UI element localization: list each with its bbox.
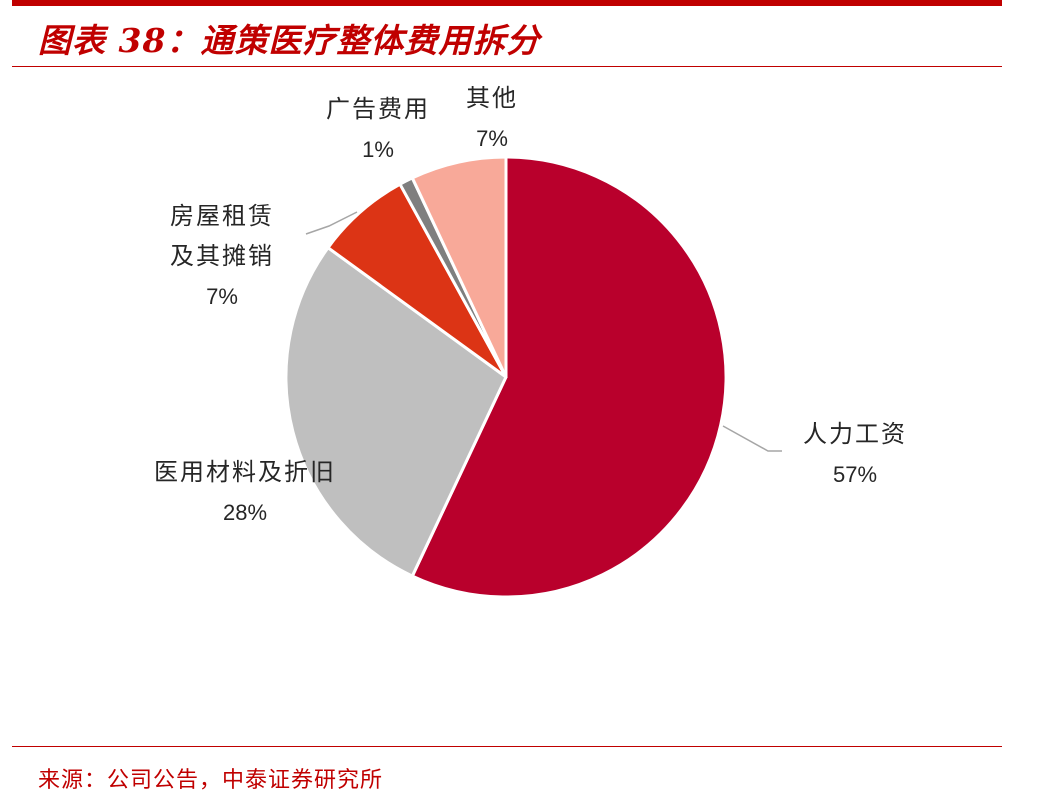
top-accent-bar (12, 0, 1002, 6)
slice-value-label-1: 28% (223, 500, 267, 525)
slice-label-4-line-0: 其他 (466, 84, 518, 112)
slice-label-2-line-1: 及其摊销 (170, 242, 274, 270)
slice-label-2-line-0: 房屋租赁 (170, 202, 274, 230)
pie-slice-1 (284, 246, 508, 578)
leader-line-0 (722, 425, 782, 452)
source-note: 来源：公司公告，中泰证券研究所 (38, 768, 384, 793)
title-divider (12, 66, 1002, 67)
pie-slices (284, 155, 728, 599)
slice-value-label-4: 7% (476, 126, 508, 151)
footer-divider (12, 746, 1002, 747)
slice-value-label-0: 57% (833, 462, 877, 487)
leader-line-2 (305, 211, 358, 235)
slice-value-label-3: 1% (362, 137, 394, 162)
pie-slice-0 (410, 155, 728, 599)
slice-label-3-line-0: 广告费用 (326, 95, 430, 123)
slice-value-label-2: 7% (206, 284, 238, 309)
slice-label-0-line-0: 人力工资 (803, 420, 907, 448)
slice-label-1-line-0: 医用材料及折旧 (154, 458, 336, 486)
pie-slice-4 (410, 155, 508, 379)
figure-title: 图表 38：通策医疗整体费用拆分 (38, 21, 541, 60)
